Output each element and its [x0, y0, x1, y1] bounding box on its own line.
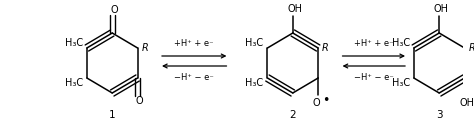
Text: 1: 1 — [109, 110, 116, 120]
Text: −H⁺ − e⁻: −H⁺ − e⁻ — [354, 72, 394, 82]
Text: OH: OH — [459, 98, 474, 108]
Text: OH: OH — [434, 4, 449, 14]
Text: −H⁺ − e⁻: −H⁺ − e⁻ — [174, 72, 214, 82]
Text: H₃C: H₃C — [246, 38, 264, 48]
Text: H₃C: H₃C — [392, 78, 410, 88]
Text: H₃C: H₃C — [65, 78, 83, 88]
Text: R: R — [468, 43, 474, 53]
Text: OH: OH — [287, 4, 302, 14]
Text: +H⁺ + e⁻: +H⁺ + e⁻ — [354, 38, 393, 47]
Text: O: O — [136, 96, 143, 106]
Text: •: • — [322, 94, 329, 107]
Text: H₃C: H₃C — [392, 38, 410, 48]
Text: H₃C: H₃C — [246, 78, 264, 88]
Text: O: O — [312, 98, 320, 108]
Text: R: R — [142, 43, 148, 53]
Text: +H⁺ + e⁻: +H⁺ + e⁻ — [174, 38, 214, 47]
Text: 2: 2 — [290, 110, 296, 120]
Text: R: R — [322, 43, 329, 53]
Text: O: O — [110, 5, 118, 15]
Text: 3: 3 — [436, 110, 443, 120]
Text: H₃C: H₃C — [65, 38, 83, 48]
